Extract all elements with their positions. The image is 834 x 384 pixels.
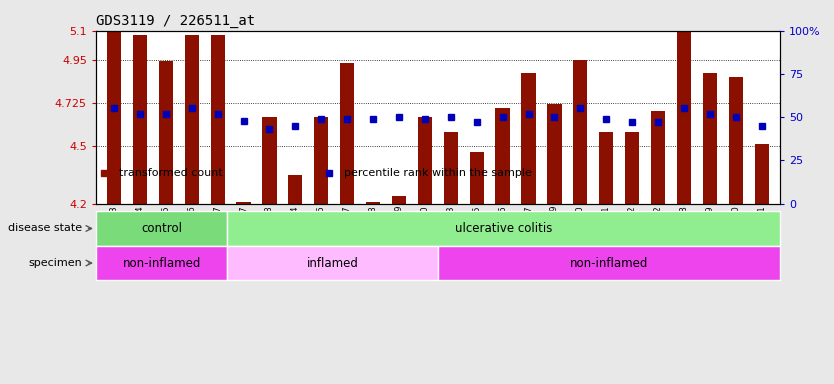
Bar [547,104,561,204]
Bar [418,117,432,204]
Bar [755,144,769,204]
Bar [392,196,406,204]
Bar [495,108,510,204]
Bar [729,77,743,204]
Bar [340,63,354,204]
Bar [228,211,780,246]
Bar [210,35,225,204]
Bar [96,246,228,280]
Text: non-inflamed: non-inflamed [570,257,648,270]
Bar [366,202,380,204]
Text: control: control [141,222,182,235]
Text: specimen: specimen [28,258,83,268]
Text: disease state: disease state [8,223,83,233]
Bar [651,111,666,204]
Bar [263,117,277,204]
Text: ulcerative colitis: ulcerative colitis [455,222,552,235]
Text: transformed count: transformed count [119,168,223,178]
Bar [133,35,147,204]
Bar [289,175,303,204]
Text: percentile rank within the sample: percentile rank within the sample [344,168,532,178]
Bar [703,73,717,204]
Text: inflamed: inflamed [307,257,359,270]
Bar [470,152,484,204]
Bar [444,132,458,204]
Text: non-inflamed: non-inflamed [123,257,201,270]
Bar [228,246,438,280]
Bar [599,132,613,204]
Text: GDS3119 / 226511_at: GDS3119 / 226511_at [96,14,255,28]
Bar [237,202,251,204]
Bar [573,60,587,204]
Bar [521,73,535,204]
Bar [107,31,121,204]
Bar [96,211,228,246]
Bar [677,31,691,204]
Bar [184,35,198,204]
Bar [438,246,780,280]
Bar [158,61,173,204]
Bar [625,132,639,204]
Bar [314,117,329,204]
